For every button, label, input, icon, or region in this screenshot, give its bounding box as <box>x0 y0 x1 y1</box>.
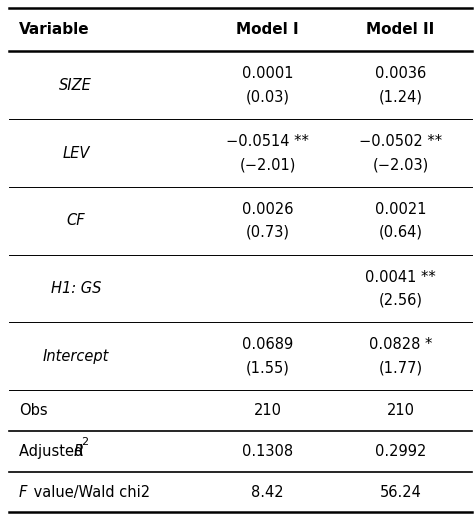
Text: Model I: Model I <box>237 22 299 37</box>
Text: 0.0041 **: 0.0041 ** <box>365 269 436 284</box>
Text: (1.24): (1.24) <box>379 90 422 105</box>
Text: F: F <box>19 485 27 500</box>
Text: 0.0001: 0.0001 <box>242 66 293 81</box>
Text: 0.0036: 0.0036 <box>375 66 426 81</box>
Text: 56.24: 56.24 <box>380 485 421 500</box>
Text: SIZE: SIZE <box>59 78 92 93</box>
Text: (1.55): (1.55) <box>246 360 290 375</box>
Text: (1.77): (1.77) <box>378 360 423 375</box>
Text: 0.0021: 0.0021 <box>375 202 426 217</box>
Text: value/Wald chi2: value/Wald chi2 <box>29 485 151 500</box>
Text: LEV: LEV <box>62 146 90 161</box>
Text: −0.0502 **: −0.0502 ** <box>359 134 442 149</box>
Text: (0.64): (0.64) <box>379 225 422 240</box>
Text: 0.0689: 0.0689 <box>242 337 293 352</box>
Text: (0.73): (0.73) <box>246 225 290 240</box>
Text: Variable: Variable <box>19 22 90 37</box>
Text: (0.03): (0.03) <box>246 90 290 105</box>
Text: 0.1308: 0.1308 <box>242 444 293 459</box>
Text: (−2.03): (−2.03) <box>373 157 428 172</box>
Text: CF: CF <box>66 213 85 228</box>
Text: H1: GS: H1: GS <box>51 281 101 296</box>
Text: 210: 210 <box>254 403 282 418</box>
Text: −0.0514 **: −0.0514 ** <box>227 134 309 149</box>
Text: (2.56): (2.56) <box>379 293 422 307</box>
Text: Model II: Model II <box>366 22 435 37</box>
Text: R: R <box>73 444 83 459</box>
Text: 0.0828 *: 0.0828 * <box>369 337 432 352</box>
Text: 0.0026: 0.0026 <box>242 202 293 217</box>
Text: Intercept: Intercept <box>43 349 109 364</box>
Text: Obs: Obs <box>19 403 47 418</box>
Text: 2: 2 <box>81 437 88 448</box>
Text: (−2.01): (−2.01) <box>240 157 296 172</box>
Text: 210: 210 <box>386 403 415 418</box>
Text: 8.42: 8.42 <box>252 485 284 500</box>
Text: 0.2992: 0.2992 <box>375 444 426 459</box>
Text: Adjusted: Adjusted <box>19 444 88 459</box>
